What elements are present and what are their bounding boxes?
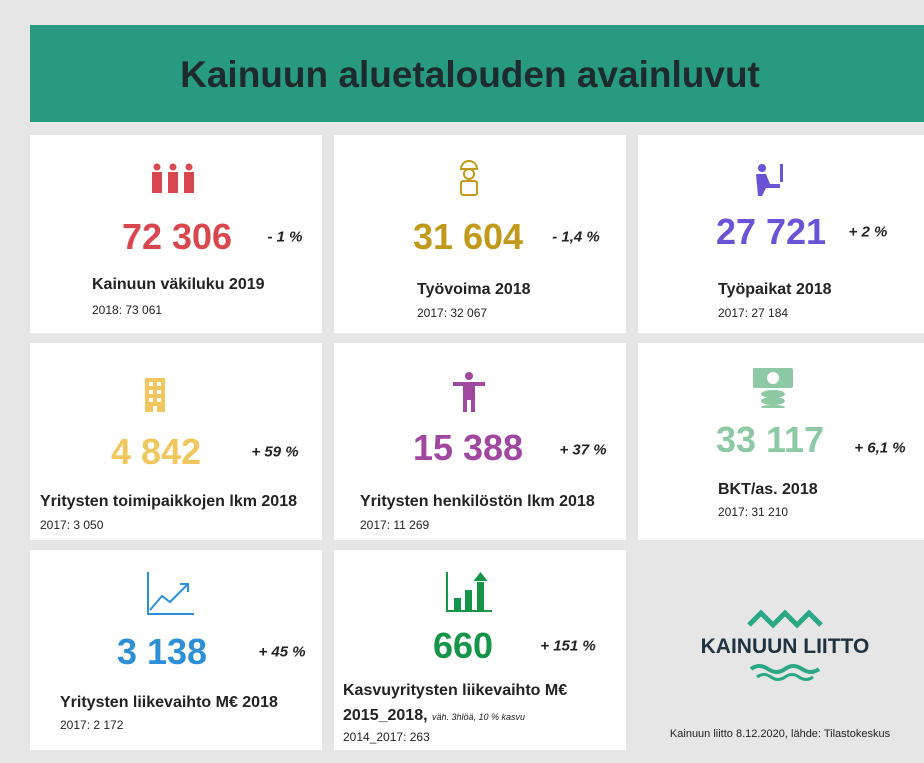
change: + 37 % <box>559 441 607 459</box>
note: väh. 3hlöä, 10 % kasvu <box>431 712 526 722</box>
person-icon <box>453 372 485 412</box>
previous: 2014_2017: 263 <box>343 730 430 744</box>
title: Kainuun aluetalouden avainluvut <box>180 54 760 95</box>
people-icon <box>152 163 194 193</box>
previous: 2018: 73 061 <box>92 303 163 317</box>
header-band <box>30 25 924 122</box>
label-block: Kasvuyritysten liikevaihto M€ 2015_2018,… <box>343 678 598 730</box>
office-icon <box>756 164 783 196</box>
chart-icon <box>147 572 194 615</box>
card <box>30 550 322 750</box>
money-icon <box>753 368 793 408</box>
change: + 59 % <box>251 443 299 461</box>
change: + 151 % <box>540 637 596 655</box>
card <box>334 135 626 333</box>
previous: 2017: 3 050 <box>40 518 104 532</box>
value: 31 604 <box>412 216 524 257</box>
label: Kainuun väkiluku 2019 <box>92 276 265 293</box>
footer-source: Kainuun liitto 8.12.2020, lähde: Tilasto… <box>669 728 891 740</box>
label: Yritysten henkilöstön lkm 2018 <box>360 493 595 510</box>
building-icon <box>145 378 165 412</box>
value: 4 842 <box>110 431 202 472</box>
change: - 1 % <box>267 228 303 246</box>
card <box>334 343 626 540</box>
value: 3 138 <box>116 631 208 672</box>
change: + 6,1 % <box>854 439 906 457</box>
previous: 2017: 11 269 <box>360 518 430 532</box>
label: BKT/as. 2018 <box>718 481 818 498</box>
value: 72 306 <box>121 216 233 257</box>
previous: 2017: 27 184 <box>718 306 789 320</box>
change: + 45 % <box>258 643 306 661</box>
previous: 2017: 31 210 <box>718 505 789 519</box>
label: Yritysten liikevaihto M€ 2018 <box>60 694 278 711</box>
previous: 2017: 2 172 <box>60 718 124 732</box>
label: Työpaikat 2018 <box>718 281 832 298</box>
label: Työvoima 2018 <box>417 281 531 298</box>
label: Yritysten toimipaikkojen lkm 2018 <box>40 493 297 510</box>
value: 27 721 <box>715 211 827 252</box>
change: - 1,4 % <box>552 228 600 246</box>
worker-icon <box>459 160 479 196</box>
growth-icon <box>446 572 492 612</box>
label: Kasvuyritysten liikevaihto M€ 2015_2018, <box>343 682 568 724</box>
card <box>30 343 322 540</box>
value: 33 117 <box>715 419 825 460</box>
logo-waves <box>747 609 823 681</box>
change: + 2 % <box>848 223 888 241</box>
value: 15 388 <box>412 427 524 468</box>
logo-text: KAINUUN LIITTO <box>700 635 870 658</box>
value: 660 <box>432 625 494 666</box>
previous: 2017: 32 067 <box>417 306 488 320</box>
